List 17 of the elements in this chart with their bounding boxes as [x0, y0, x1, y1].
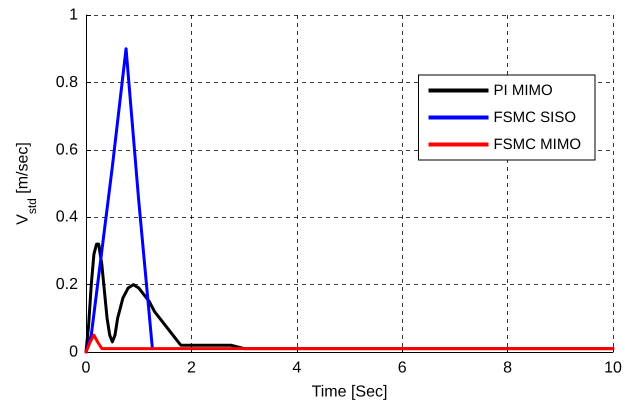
y-tick-label: 0.4: [56, 208, 78, 226]
y-tick-label: 0.8: [56, 74, 78, 91]
x-axis-title: Time [Sec]: [312, 384, 388, 400]
y-tick-label: 0: [69, 344, 78, 360]
x-tick-label: 8: [503, 360, 512, 376]
x-tick-label: 2: [186, 360, 196, 376]
x-tick-label: 10: [604, 360, 622, 376]
x-tick-label: 4: [292, 360, 302, 376]
x-tick-label: 6: [398, 360, 407, 376]
legend-label: FSMC SISO: [494, 109, 576, 126]
x-tick-label: 0: [82, 360, 91, 376]
y-tick-label: 0.6: [56, 141, 78, 158]
y-tick-label: 1: [69, 6, 78, 24]
legend-label: PI MIMO: [494, 82, 553, 99]
y-tick-label: 0.2: [56, 276, 78, 294]
y-axis-title: Vstd [m/sec]: [14, 142, 39, 225]
legend-label: FSMC MIMO: [494, 136, 582, 153]
